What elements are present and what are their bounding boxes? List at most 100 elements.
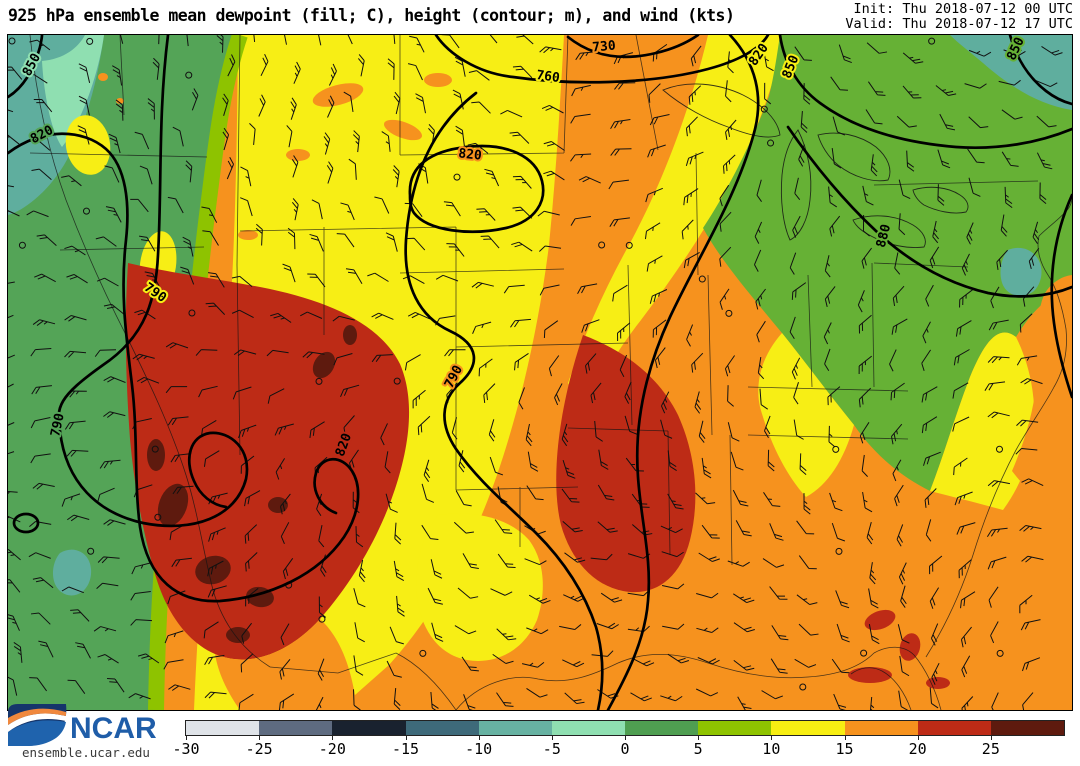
wind-barb-icon [354, 622, 365, 643]
wind-barb-icon [130, 591, 151, 601]
wind-barb-icon [227, 54, 236, 77]
wind-barb-icon [898, 562, 907, 585]
wind-barb-icon [900, 585, 907, 608]
wind-barb-icon [1003, 49, 1026, 56]
wind-barb-icon [830, 76, 848, 91]
wind-barb-icon [624, 415, 638, 435]
wind-barb-icon [1020, 378, 1043, 385]
contour-820-closed-low [408, 144, 545, 233]
wind-barb-icon [97, 556, 120, 564]
wind-barb-icon [727, 422, 740, 442]
wind-barb-icon [868, 624, 880, 645]
wind-barb-icon [858, 355, 873, 375]
colorbar-segment [990, 721, 1065, 735]
wind-barb-icon [240, 197, 253, 217]
wind-barb-icon [528, 594, 551, 604]
wind-barb-icon [427, 587, 443, 605]
calm-wind-icon [698, 275, 706, 283]
wind-barb-icon [130, 198, 149, 213]
wind-barb-icon [484, 168, 500, 187]
colorbar-tick [771, 735, 773, 740]
wind-barb-icon [539, 245, 562, 252]
wind-barb-icon [36, 234, 57, 246]
wind-barb-icon [896, 524, 904, 547]
wind-barb-icon [444, 349, 466, 357]
wind-barb-icon [661, 551, 684, 558]
wind-barb-icon [315, 696, 324, 710]
wind-barb-icon [683, 188, 699, 206]
wind-barb-icon [541, 104, 564, 114]
wind-barb-icon [333, 353, 353, 366]
wind-barb-icon [575, 51, 597, 61]
wind-barb-icon [353, 588, 366, 608]
wind-barb-icon [128, 693, 151, 700]
contour-730 [566, 35, 700, 59]
wind-barb-icon [358, 559, 366, 583]
wind-barb-icon [570, 216, 591, 226]
wind-barb-icon [1015, 448, 1038, 455]
wind-barb-icon [932, 220, 939, 244]
wind-barb-icon [185, 160, 193, 183]
colorbar-tick-label: -30 [172, 740, 200, 758]
wind-barb-icon [1020, 619, 1041, 631]
wind-barb-icon [318, 524, 325, 548]
wind-barb-icon [617, 322, 631, 342]
wind-barb-icon [393, 560, 405, 582]
wind-barb-icon [794, 46, 812, 61]
wind-barb-icon [889, 349, 897, 372]
init-time: Init: Thu 2018-07-12 00 UTC [853, 1, 1073, 17]
colorbar-segment [771, 721, 845, 735]
dewpoint-colorbar [185, 720, 1065, 736]
wind-barb-icon [732, 489, 749, 507]
wind-barb-icon [791, 282, 807, 300]
wind-barb-icon [796, 520, 815, 535]
wind-barb-icon [939, 113, 956, 131]
wind-barb-icon [719, 288, 730, 310]
wind-barb-icon [172, 485, 194, 495]
wind-barb-icon [276, 35, 287, 45]
wind-barb-icon [554, 383, 563, 406]
atlantic-coastline [925, 196, 1072, 658]
wind-barb-icon [340, 384, 360, 397]
wind-barb-icon [393, 91, 401, 115]
wind-barb-icon [328, 63, 337, 86]
wind-barb-icon [539, 46, 562, 54]
wind-barb-icon [585, 353, 597, 374]
wind-barb-icon [353, 689, 361, 710]
wind-barb-icon [307, 273, 326, 288]
wind-barb-icon [730, 451, 744, 471]
wind-barb-icon [130, 619, 153, 626]
wind-barb-icon [521, 662, 545, 668]
wind-barb-icon [898, 690, 909, 710]
wind-barb-icon [896, 115, 917, 128]
wind-barb-icon [75, 642, 91, 659]
wind-barb-icon [103, 303, 125, 315]
wind-barb-icon [794, 658, 817, 668]
wind-barb-icon [581, 319, 600, 333]
wind-barb-icon [798, 623, 819, 636]
wind-barb-icon [198, 385, 218, 398]
wind-barb-icon [8, 208, 20, 217]
wind-barb-icon [769, 586, 788, 600]
wind-barb-icon [275, 458, 286, 480]
wind-barb-icon [968, 49, 992, 57]
wind-barb-icon [800, 111, 808, 133]
colorbar-tick [625, 735, 626, 740]
wind-barb-icon [831, 522, 846, 542]
wind-barb-icon [134, 131, 150, 150]
calm-wind-icon [832, 445, 840, 453]
wind-barb-icon [691, 352, 704, 373]
calm-wind-icon [760, 105, 768, 113]
calm-wind-icon [154, 513, 162, 521]
wind-barb-icon [685, 151, 704, 166]
wind-barb-icon [396, 595, 405, 617]
wind-barb-icon [789, 252, 797, 275]
wind-barb-icon [987, 356, 1010, 364]
wind-barb-icon [667, 493, 684, 510]
wind-barb-icon [891, 423, 903, 445]
wind-barb-icon [472, 321, 492, 334]
wind-barb-icon [309, 421, 325, 439]
calm-wind-icon [799, 683, 807, 691]
wind-barb-icon [1041, 45, 1063, 56]
